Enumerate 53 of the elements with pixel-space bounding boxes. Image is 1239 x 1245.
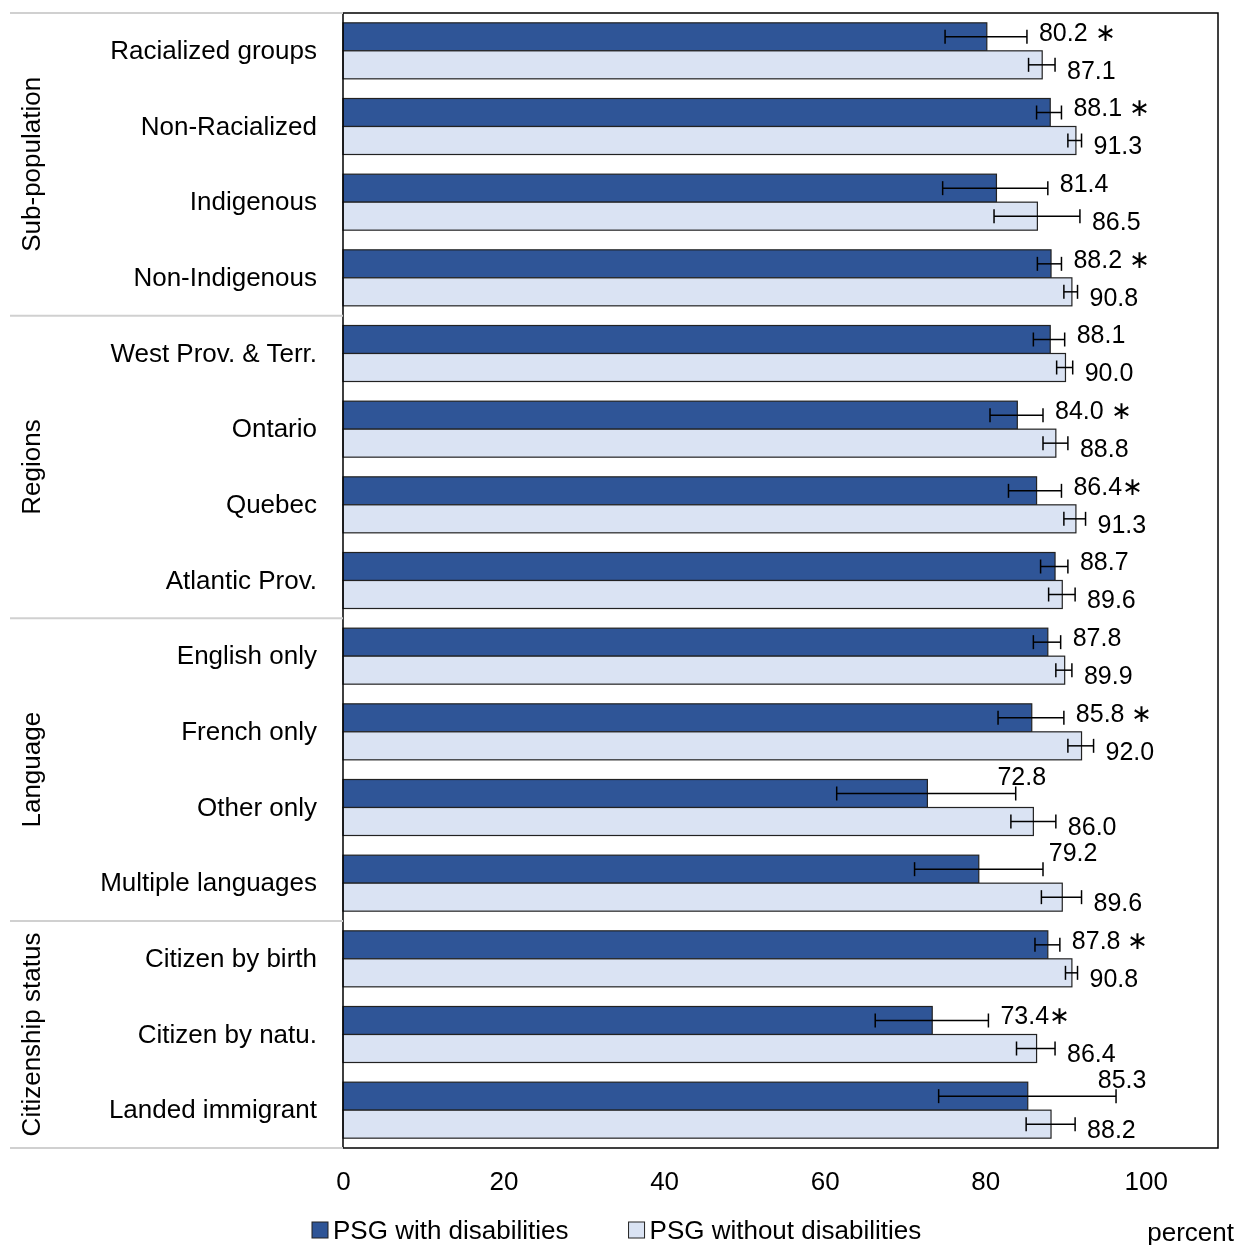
text: Sub-population (16, 76, 46, 252)
text: Citizenship status (16, 932, 46, 1137)
legend-label: PSG with disabilities (333, 1215, 569, 1245)
x-tick-label: 0 (336, 1166, 351, 1197)
data-label: 87.8 ∗ (1071, 925, 1149, 954)
y-tick-label: West Prov. & Terr. (110, 337, 317, 368)
data-label: 89.9 (1083, 660, 1133, 689)
x-tick-label: 40 (650, 1166, 680, 1197)
text: Language (16, 711, 46, 828)
data-label: 91.3 (1093, 131, 1143, 160)
data-label: 87.1 (1067, 55, 1116, 84)
data-label: 89.6 (1087, 585, 1136, 614)
y-tick-label: Ontario (231, 413, 317, 444)
data-label: 86.4∗ (1073, 471, 1144, 500)
x-tick-label: 60 (810, 1166, 840, 1197)
data-label: 88.1 ∗ (1073, 93, 1151, 122)
y-tick-label: Atlantic Prov. (165, 564, 317, 595)
text: Regions (16, 419, 46, 515)
data-label: 85.8 ∗ (1075, 698, 1153, 727)
data-label: 72.8 (997, 762, 1047, 791)
data-label: 90.0 (1084, 358, 1134, 387)
data-label: 89.6 (1093, 887, 1143, 916)
data-label: 81.4 (1059, 168, 1109, 197)
data-label: 88.2 ∗ (1073, 244, 1151, 273)
y-tick-label: English only (176, 640, 317, 671)
y-tick-label: Non-Racialized (140, 110, 317, 141)
data-label: 92.0 (1105, 736, 1155, 765)
data-label: 88.2 (1087, 1114, 1136, 1143)
y-tick-label: Multiple languages (100, 867, 317, 898)
x-tick-label: 20 (489, 1166, 519, 1197)
x-tick-label: 80 (971, 1166, 1001, 1197)
y-tick-label: Non-Indigenous (133, 262, 317, 293)
data-label: 73.4∗ (1000, 1001, 1071, 1030)
data-label: 90.8 (1089, 963, 1139, 992)
data-label: 88.7 (1079, 547, 1129, 576)
y-tick-label: Other only (197, 791, 317, 822)
legend-label: PSG without disabilities (649, 1215, 922, 1245)
y-tick-label: Quebec (225, 489, 317, 520)
y-tick-label: Citizen by natu. (137, 1018, 317, 1049)
data-label: 88.8 (1079, 433, 1129, 462)
data-label: 90.8 (1089, 282, 1139, 311)
data-label: 87.8 (1072, 622, 1122, 651)
data-label: 80.2 ∗ (1038, 17, 1116, 46)
data-label: 84.0 ∗ (1055, 395, 1132, 424)
x-tick-label: 100 (1124, 1166, 1168, 1197)
y-tick-label: Indigenous (189, 186, 317, 217)
y-tick-label: Racialized groups (110, 35, 317, 66)
data-label: 86.5 (1091, 206, 1141, 235)
data-label: 91.3 (1097, 509, 1147, 538)
data-label: 88.1 (1076, 320, 1126, 349)
y-tick-label: Citizen by birth (145, 943, 317, 974)
y-tick-label: French only (181, 716, 317, 747)
y-tick-label: Landed immigrant (108, 1094, 318, 1125)
